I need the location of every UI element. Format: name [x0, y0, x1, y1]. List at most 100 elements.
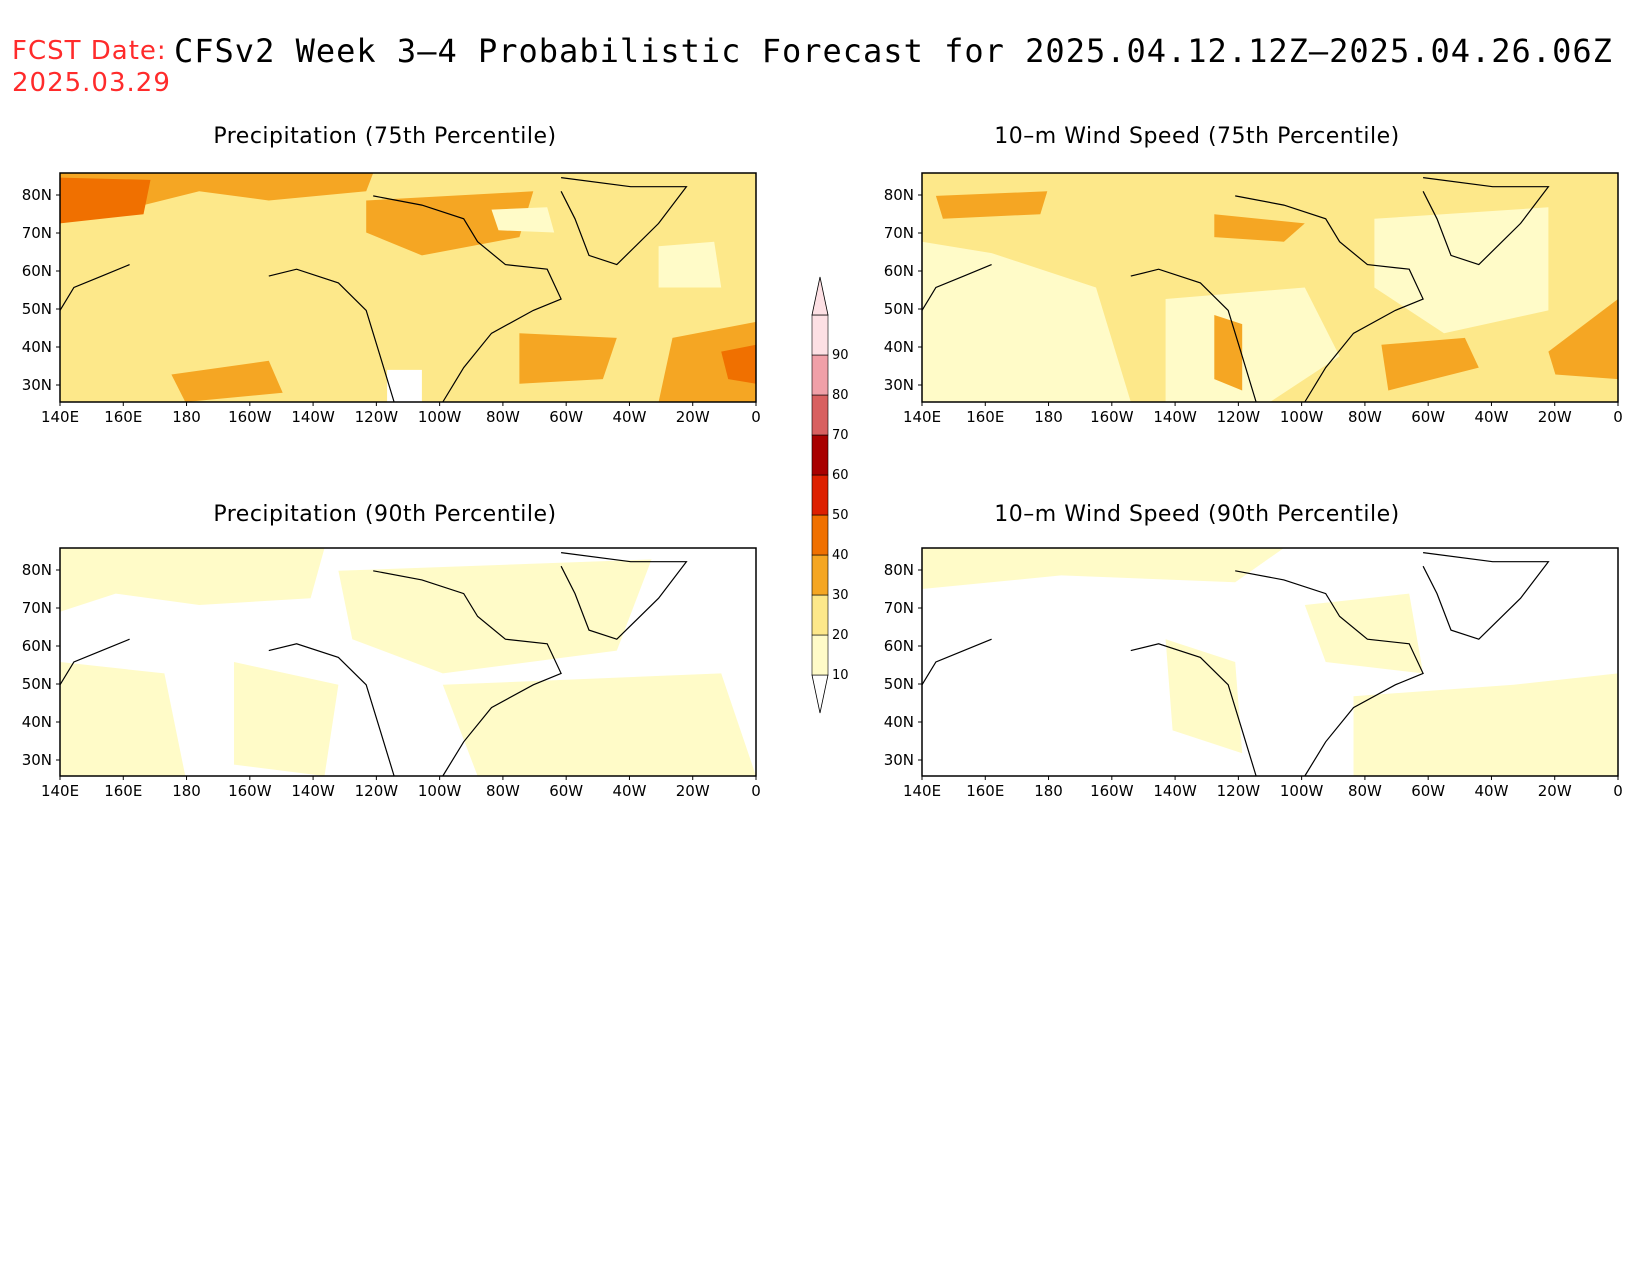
- lon-label: 0: [751, 782, 761, 800]
- colorbar: 10 20 30 40 50 60 70 80 90: [811, 276, 849, 714]
- lat-label: 50N: [22, 300, 52, 318]
- fcst-date-label: FCST Date:: [12, 36, 167, 66]
- probability-shading: [721, 344, 756, 384]
- lon-label: 140W: [291, 408, 335, 426]
- colorbar-label: 50: [832, 508, 849, 523]
- probability-shading: [234, 662, 339, 776]
- lat-label: 50N: [884, 675, 914, 693]
- lon-label: 0: [1613, 408, 1623, 426]
- coastline: [373, 570, 562, 777]
- probability-shading: [491, 207, 555, 233]
- lon-label: 180: [172, 782, 201, 800]
- lat-label: 40N: [884, 338, 914, 356]
- panel-title: 10–m Wind Speed (90th Percentile): [994, 502, 1400, 527]
- coastline: [560, 552, 688, 640]
- lat-label: 40N: [884, 713, 914, 731]
- panel-title: 10–m Wind Speed (75th Percentile): [994, 124, 1400, 149]
- probability-shading: [1214, 214, 1305, 242]
- fcst-date-value: 2025.03.29: [12, 68, 171, 98]
- probability-shading: [60, 662, 186, 776]
- colorbar-label: 70: [832, 428, 849, 443]
- lon-label: 140W: [1153, 408, 1197, 426]
- lon-label: 120W: [1217, 408, 1261, 426]
- lon-label: 80W: [1348, 408, 1382, 426]
- probability-shading: [1381, 337, 1479, 391]
- probability-shading: [658, 321, 756, 402]
- lon-label: 140W: [1153, 782, 1197, 800]
- coastline: [59, 264, 130, 311]
- lon-label: 100W: [418, 782, 462, 800]
- main-title: CFSv2 Week 3–4 Probabilistic Forecast fo…: [174, 32, 1613, 70]
- coastline: [268, 268, 395, 403]
- coastline: [1235, 570, 1424, 777]
- colorbar-label: 90: [832, 348, 849, 363]
- lon-label: 160W: [228, 782, 272, 800]
- panel-title: Precipitation (90th Percentile): [213, 502, 557, 527]
- lon-label: 20W: [1538, 408, 1572, 426]
- panel-title: Precipitation (75th Percentile): [213, 124, 557, 149]
- lat-label: 60N: [884, 637, 914, 655]
- lon-label: 40W: [1474, 782, 1508, 800]
- coastline: [1235, 195, 1424, 403]
- coastline: [921, 638, 992, 686]
- panel-wind-75: 10–m Wind Speed (75th Percentile): [812, 124, 1582, 424]
- colorbar-label: 80: [832, 388, 849, 403]
- map-panel-2: 80N 70N 60N 50N 40N 30N 140E 160E 180 160W 140W 120…: [22, 547, 761, 800]
- lon-label: 0: [751, 408, 761, 426]
- lat-label: 60N: [884, 262, 914, 280]
- coastline: [921, 264, 992, 311]
- coastline: [373, 195, 562, 403]
- lon-label: 60W: [549, 782, 583, 800]
- probability-shading: [338, 559, 652, 674]
- lon-label: 100W: [418, 408, 462, 426]
- lat-label: 70N: [22, 224, 52, 242]
- probability-shading: [60, 548, 325, 612]
- lat-label: 80N: [22, 561, 52, 579]
- probability-shading: [922, 241, 1131, 402]
- coastline: [1130, 268, 1257, 403]
- lon-label: 60W: [1411, 782, 1445, 800]
- lon-label: 20W: [676, 408, 710, 426]
- lon-label: 60W: [1411, 408, 1445, 426]
- probability-shading: [442, 673, 756, 776]
- probability-shading: [387, 369, 422, 402]
- map-panel-1: 80N 70N 60N 50N 40N 30N 140E 160E 180 160W 140W 120…: [884, 172, 1623, 426]
- lon-label: 20W: [1538, 782, 1572, 800]
- lat-label: 70N: [22, 599, 52, 617]
- lat-label: 60N: [22, 262, 52, 280]
- coastline: [1422, 552, 1550, 640]
- panel-precip-75: Precipitation (75th Percentile): [0, 124, 770, 424]
- lat-label: 70N: [884, 224, 914, 242]
- probability-shading: [60, 177, 151, 224]
- probability-shading: [519, 333, 617, 384]
- lon-label: 160W: [1090, 408, 1134, 426]
- coastline: [1422, 177, 1550, 266]
- lat-label: 30N: [22, 751, 52, 769]
- lat-label: 50N: [884, 300, 914, 318]
- probability-shading: [366, 191, 534, 256]
- lat-label: 60N: [22, 637, 52, 655]
- colorbar-label: 40: [832, 548, 849, 563]
- lat-label: 30N: [884, 376, 914, 394]
- lon-label: 40W: [612, 408, 646, 426]
- panel-precip-90: Precipitation (90th Percentile): [0, 502, 770, 802]
- lon-label: 80W: [486, 782, 520, 800]
- lon-label: 180: [172, 408, 201, 426]
- lon-label: 40W: [1474, 408, 1508, 426]
- lon-label: 0: [1613, 782, 1623, 800]
- lat-label: 30N: [22, 376, 52, 394]
- probability-shading: [658, 241, 722, 288]
- probability-shading: [1548, 299, 1618, 380]
- lon-label: 120W: [1217, 782, 1261, 800]
- lon-label: 40W: [612, 782, 646, 800]
- colorbar-label: 20: [832, 628, 849, 643]
- colorbar-max-arrow: [811, 276, 829, 316]
- lat-label: 80N: [884, 186, 914, 204]
- colorbar-label: 60: [832, 468, 849, 483]
- map-panel-0: 80N 70N 60N 50N 40N 30N 140E 160E 180 160W 140W 120…: [22, 172, 761, 426]
- map-panel-3: 80N 70N 60N 50N 40N 30N 140E 160E 180 160W 140W 120…: [884, 547, 1623, 800]
- lon-label: 20W: [676, 782, 710, 800]
- lon-label: 140E: [903, 408, 941, 426]
- lon-label: 140E: [903, 782, 941, 800]
- lon-label: 80W: [1348, 782, 1382, 800]
